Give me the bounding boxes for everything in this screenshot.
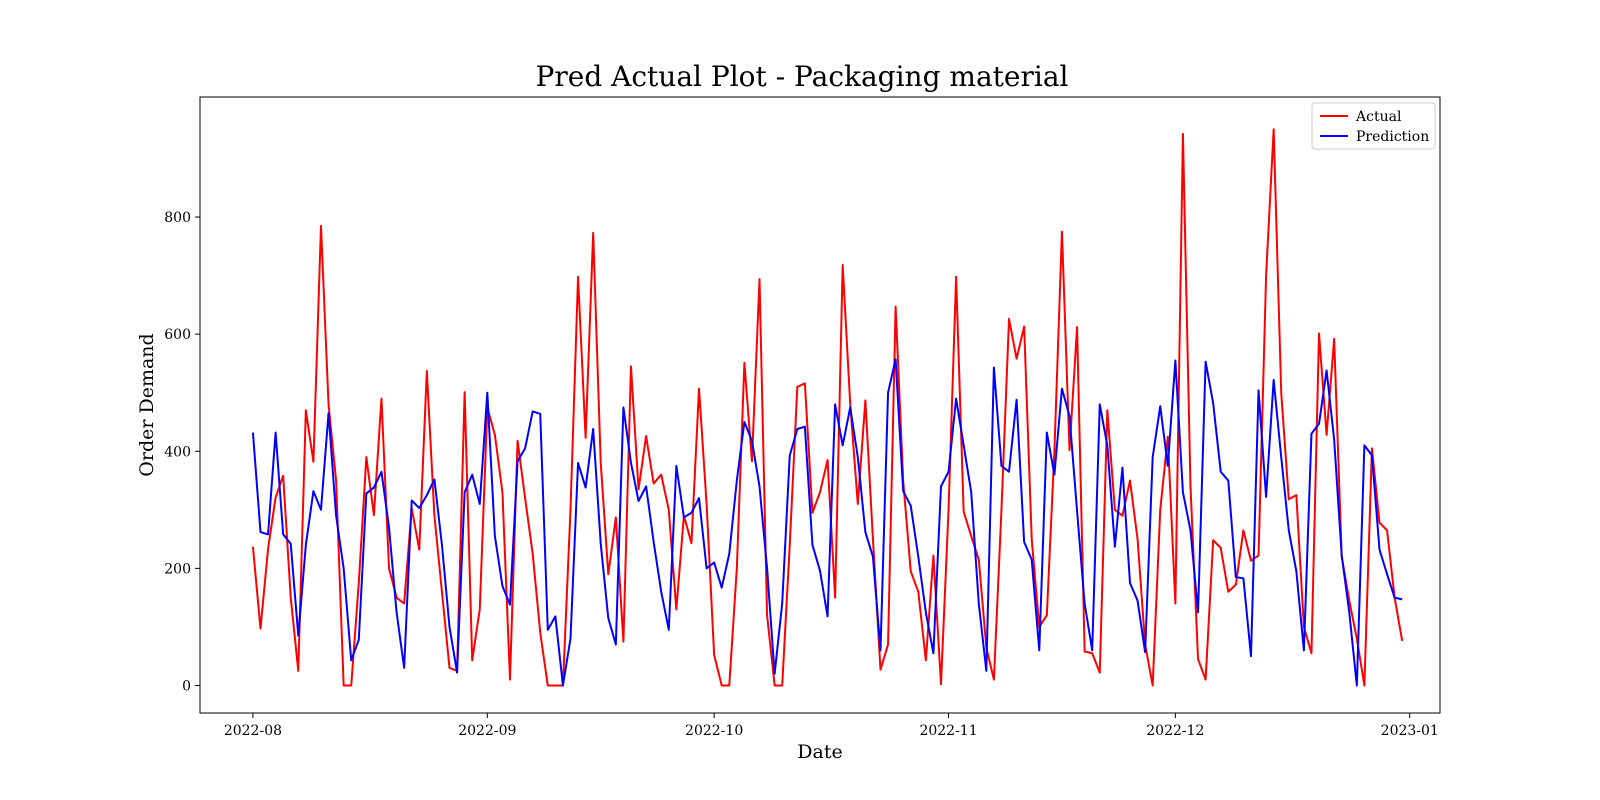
y-tick-label: 600 <box>164 327 191 343</box>
series-line-prediction <box>251 358 1403 687</box>
legend-label-prediction: Prediction <box>1356 129 1429 145</box>
x-tick-label: 2023-01 <box>1381 723 1439 739</box>
y-tick-label: 400 <box>164 444 191 460</box>
legend-label-actual: Actual <box>1355 109 1402 125</box>
y-axis-label: Order Demand <box>136 333 158 476</box>
legend: Actual Prediction <box>1311 102 1436 150</box>
legend-box <box>1311 102 1436 150</box>
plot-area <box>251 128 1404 687</box>
y-tick-label: 800 <box>164 210 191 226</box>
chart-title: Pred Actual Plot - Packaging material <box>536 60 1069 93</box>
x-axis-label: Date <box>797 741 842 763</box>
plot-frame <box>199 96 1441 714</box>
x-tick-label: 2022-11 <box>919 723 977 739</box>
x-tick-label: 2022-08 <box>224 723 282 739</box>
y-axis-ticks: 0 200 400 600 800 <box>164 210 200 694</box>
series-actual <box>251 128 1404 687</box>
x-tick-label: 2022-12 <box>1146 723 1204 739</box>
series-line-actual <box>251 128 1404 687</box>
y-tick-label: 200 <box>164 561 191 577</box>
series-prediction <box>251 358 1403 687</box>
y-tick-label: 0 <box>182 678 191 694</box>
x-tick-label: 2022-09 <box>458 723 516 739</box>
x-tick-label: 2022-10 <box>685 723 743 739</box>
x-axis-ticks: 2022-08 2022-09 2022-10 2022-11 2022-12 2023-… <box>224 713 1439 739</box>
